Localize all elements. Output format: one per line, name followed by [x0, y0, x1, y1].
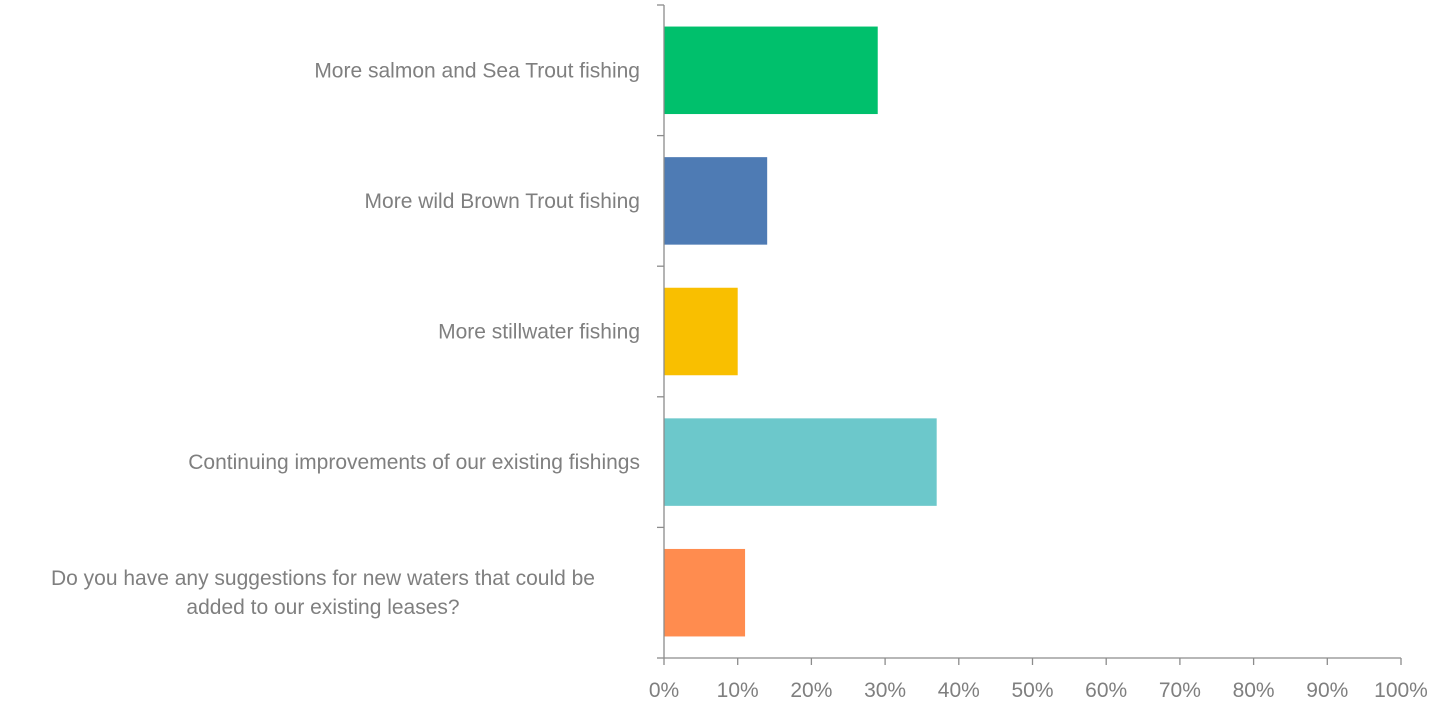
category-label: Do you have any suggestions for new wate…	[51, 567, 595, 619]
category-label-line: More salmon and Sea Trout fishing	[314, 59, 640, 82]
category-label-line: Do you have any suggestions for new wate…	[51, 567, 595, 590]
category-labels-group: More salmon and Sea Trout fishing More wi…	[51, 59, 640, 619]
category-label: Continuing improvements of our existing …	[188, 451, 640, 474]
bar-2	[664, 157, 768, 245]
x-tick-label: 90%	[1306, 679, 1348, 702]
category-label-line: More wild Brown Trout fishing	[365, 190, 640, 213]
bar-1	[664, 26, 878, 115]
category-label: More wild Brown Trout fishing	[365, 190, 640, 213]
x-tick-label: 10%	[717, 679, 759, 702]
category-label-line: added to our existing leases?	[186, 596, 459, 619]
x-tick-label: 100%	[1374, 679, 1428, 702]
category-label-line: Continuing improvements of our existing …	[188, 451, 640, 474]
x-tick-label: 80%	[1233, 679, 1275, 702]
bar-3	[664, 287, 738, 376]
x-tick-label: 20%	[790, 679, 832, 702]
category-label-line: More stillwater fishing	[438, 321, 640, 344]
category-label: More salmon and Sea Trout fishing	[314, 59, 640, 82]
x-tick-label: 0%	[649, 679, 679, 702]
x-tick-label: 30%	[864, 679, 906, 702]
category-label: More stillwater fishing	[438, 321, 640, 344]
x-tick-label: 40%	[938, 679, 980, 702]
tick-labels-group: 0% 10% 20% 30% 40% 50% 60% 70% 80% 90% 100%	[649, 679, 1428, 702]
bar-4	[664, 418, 937, 506]
x-tick-label: 60%	[1085, 679, 1127, 702]
bars-group	[664, 26, 937, 637]
x-tick-label: 70%	[1159, 679, 1201, 702]
x-tick-label: 50%	[1011, 679, 1053, 702]
axes-group	[657, 4, 1402, 665]
bar-5	[664, 548, 746, 637]
